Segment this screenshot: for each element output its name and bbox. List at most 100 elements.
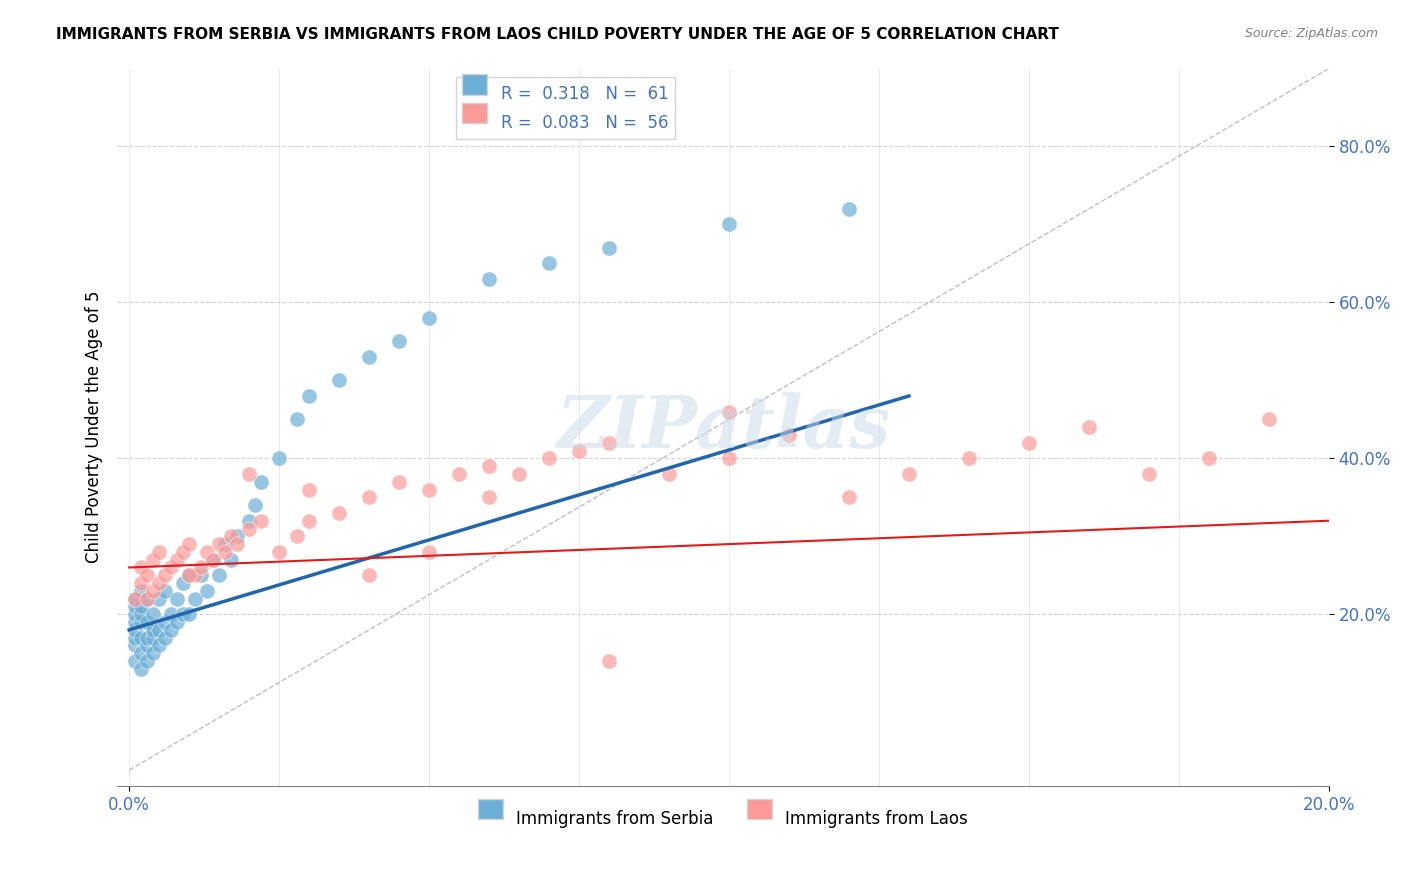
Point bbox=[238, 514, 260, 528]
Point bbox=[160, 560, 183, 574]
Text: IMMIGRANTS FROM SERBIA VS IMMIGRANTS FROM LAOS CHILD POVERTY UNDER THE AGE OF 5 : IMMIGRANTS FROM SERBIA VS IMMIGRANTS FRO… bbox=[56, 27, 1059, 42]
Point bbox=[478, 491, 501, 505]
Point bbox=[136, 654, 159, 668]
Point bbox=[478, 459, 501, 474]
Point bbox=[202, 552, 225, 566]
Point bbox=[129, 607, 152, 622]
Point bbox=[328, 506, 350, 520]
Point bbox=[124, 607, 146, 622]
Point bbox=[598, 435, 620, 450]
Point bbox=[238, 521, 260, 535]
Point bbox=[298, 389, 321, 403]
Point bbox=[129, 560, 152, 574]
Point bbox=[148, 623, 170, 637]
Point bbox=[153, 631, 176, 645]
Point bbox=[124, 623, 146, 637]
Point bbox=[166, 615, 188, 629]
Point bbox=[129, 631, 152, 645]
Point bbox=[142, 623, 165, 637]
Point bbox=[166, 591, 188, 606]
Point bbox=[136, 591, 159, 606]
Point bbox=[124, 591, 146, 606]
Point bbox=[142, 583, 165, 598]
Point bbox=[598, 241, 620, 255]
Point bbox=[129, 662, 152, 676]
Point bbox=[717, 218, 740, 232]
Point bbox=[238, 467, 260, 481]
Point bbox=[838, 202, 860, 216]
Point bbox=[269, 451, 291, 466]
Point bbox=[129, 576, 152, 591]
Point bbox=[136, 631, 159, 645]
Point bbox=[250, 475, 273, 489]
Point bbox=[418, 483, 440, 497]
Point bbox=[897, 467, 920, 481]
Point bbox=[179, 568, 201, 582]
Point bbox=[717, 451, 740, 466]
Point bbox=[568, 443, 591, 458]
Point bbox=[957, 451, 980, 466]
Point bbox=[1077, 420, 1099, 434]
Point bbox=[285, 412, 308, 426]
Point bbox=[129, 583, 152, 598]
Point bbox=[359, 491, 381, 505]
Point bbox=[598, 654, 620, 668]
Point bbox=[298, 483, 321, 497]
Point bbox=[136, 639, 159, 653]
Point bbox=[1137, 467, 1160, 481]
Point bbox=[208, 537, 231, 551]
Point bbox=[124, 639, 146, 653]
Point bbox=[226, 529, 249, 543]
Point bbox=[153, 615, 176, 629]
Point bbox=[142, 631, 165, 645]
Point bbox=[208, 568, 231, 582]
Point bbox=[160, 623, 183, 637]
Point bbox=[148, 576, 170, 591]
Point bbox=[214, 545, 236, 559]
Point bbox=[148, 591, 170, 606]
Point bbox=[214, 537, 236, 551]
Point bbox=[153, 568, 176, 582]
Point bbox=[226, 537, 249, 551]
Point bbox=[449, 467, 471, 481]
Point bbox=[124, 599, 146, 614]
Point bbox=[160, 607, 183, 622]
Point bbox=[142, 552, 165, 566]
Point bbox=[537, 451, 560, 466]
Text: Source: ZipAtlas.com: Source: ZipAtlas.com bbox=[1244, 27, 1378, 40]
Point bbox=[202, 552, 225, 566]
Point bbox=[190, 560, 212, 574]
Point bbox=[166, 552, 188, 566]
Point bbox=[136, 591, 159, 606]
Point bbox=[179, 537, 201, 551]
Point bbox=[129, 599, 152, 614]
Point bbox=[269, 545, 291, 559]
Point bbox=[778, 428, 800, 442]
Point bbox=[298, 514, 321, 528]
Point bbox=[243, 498, 266, 512]
Point bbox=[359, 568, 381, 582]
Point bbox=[148, 545, 170, 559]
Point bbox=[195, 545, 218, 559]
Point bbox=[124, 631, 146, 645]
Point bbox=[148, 639, 170, 653]
Point bbox=[838, 491, 860, 505]
Point bbox=[124, 615, 146, 629]
Point bbox=[388, 475, 411, 489]
Point bbox=[129, 615, 152, 629]
Point bbox=[658, 467, 681, 481]
Point bbox=[328, 373, 350, 387]
Point bbox=[478, 272, 501, 286]
Point bbox=[179, 568, 201, 582]
Point bbox=[172, 607, 194, 622]
Point bbox=[136, 568, 159, 582]
Point bbox=[136, 615, 159, 629]
Point bbox=[129, 646, 152, 660]
Point bbox=[142, 646, 165, 660]
Point bbox=[418, 311, 440, 326]
Point bbox=[1257, 412, 1279, 426]
Point bbox=[1198, 451, 1220, 466]
Point bbox=[190, 568, 212, 582]
Point bbox=[172, 545, 194, 559]
Point bbox=[285, 529, 308, 543]
